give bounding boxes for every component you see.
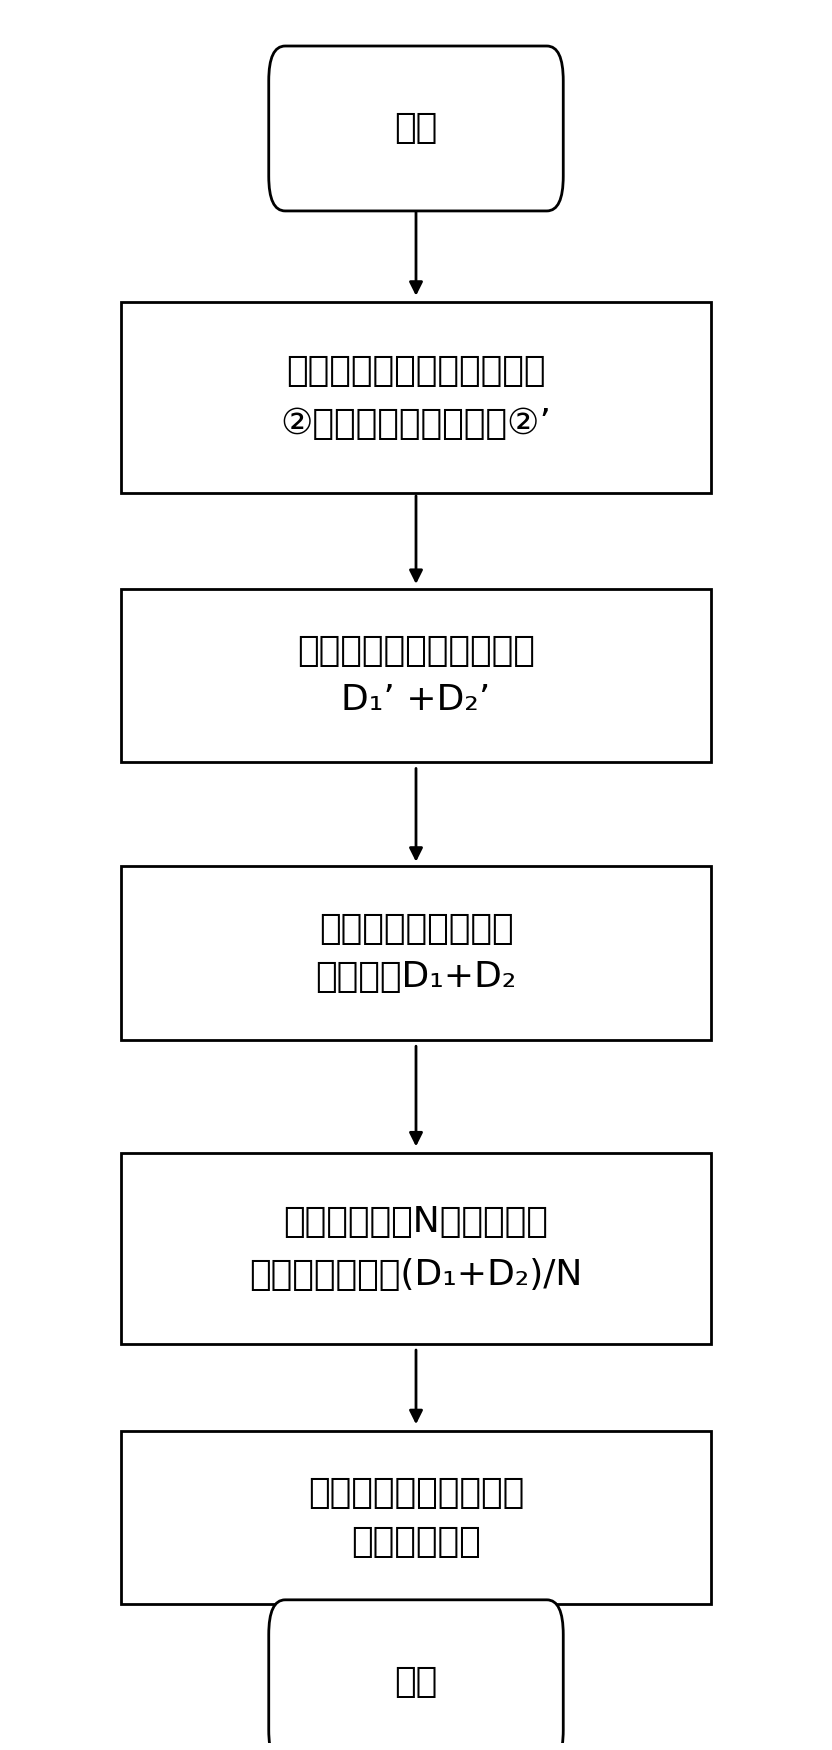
Text: 开启结构光显微镜进行: 开启结构光显微镜进行 — [308, 1475, 524, 1510]
Text: 射镜扫描步进为(D₁+D₂)/N: 射镜扫描步进为(D₁+D₂)/N — [250, 1258, 582, 1292]
Text: 结束: 结束 — [394, 1666, 438, 1699]
Bar — [121, 866, 711, 1040]
Bar — [121, 588, 711, 763]
Text: 设置扫描层数N，则平面反: 设置扫描层数N，则平面反 — [284, 1204, 548, 1239]
FancyBboxPatch shape — [269, 46, 563, 212]
Text: ②，结构光照明位置为②’: ②，结构光照明位置为②’ — [280, 408, 552, 441]
Text: 计算平面反射镜轴向: 计算平面反射镜轴向 — [319, 912, 513, 945]
FancyBboxPatch shape — [269, 1600, 563, 1750]
Text: 开始: 开始 — [394, 112, 438, 145]
Text: D₁’ +D₂’: D₁’ +D₂’ — [341, 682, 491, 717]
Text: 设置结构光轴向扫描范围: 设置结构光轴向扫描范围 — [297, 634, 535, 668]
Text: 轴向扫描成像: 轴向扫描成像 — [351, 1524, 481, 1559]
Bar — [121, 1153, 711, 1344]
Bar — [121, 303, 711, 494]
Text: 扫描范围D₁+D₂: 扫描范围D₁+D₂ — [315, 961, 517, 994]
Bar — [121, 1430, 711, 1605]
Text: 设置平面反射镜至初始位置: 设置平面反射镜至初始位置 — [286, 354, 546, 388]
